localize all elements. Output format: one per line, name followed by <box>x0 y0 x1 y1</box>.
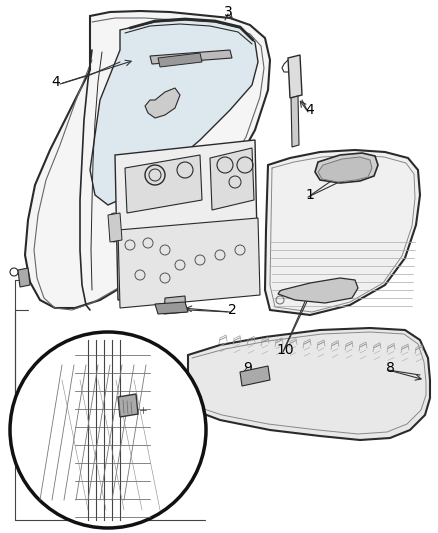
Polygon shape <box>90 20 258 205</box>
Polygon shape <box>118 394 138 417</box>
Polygon shape <box>288 55 302 98</box>
Polygon shape <box>150 50 232 64</box>
Text: 9: 9 <box>244 361 252 375</box>
Polygon shape <box>145 88 180 118</box>
Circle shape <box>110 213 118 221</box>
Polygon shape <box>291 96 299 147</box>
Polygon shape <box>315 153 378 183</box>
Polygon shape <box>240 366 270 386</box>
Polygon shape <box>278 278 358 303</box>
Polygon shape <box>25 11 270 308</box>
Polygon shape <box>318 157 372 182</box>
Polygon shape <box>108 213 122 242</box>
Text: 8: 8 <box>385 361 395 375</box>
Text: 6: 6 <box>148 363 156 377</box>
Polygon shape <box>125 155 202 213</box>
Circle shape <box>10 332 206 528</box>
Polygon shape <box>188 328 430 440</box>
Text: 3: 3 <box>224 5 233 19</box>
Polygon shape <box>210 148 254 210</box>
Text: 2: 2 <box>228 303 237 317</box>
Circle shape <box>110 224 118 232</box>
Polygon shape <box>155 302 188 314</box>
Circle shape <box>110 234 118 242</box>
Polygon shape <box>158 53 202 67</box>
Polygon shape <box>18 268 30 287</box>
Polygon shape <box>115 140 258 300</box>
Text: 1: 1 <box>306 188 314 202</box>
Polygon shape <box>118 218 260 308</box>
Polygon shape <box>265 150 420 315</box>
Text: 4: 4 <box>52 75 60 89</box>
Text: 10: 10 <box>276 343 294 357</box>
Text: 7: 7 <box>148 393 156 407</box>
Text: 4: 4 <box>306 103 314 117</box>
Polygon shape <box>164 296 186 314</box>
